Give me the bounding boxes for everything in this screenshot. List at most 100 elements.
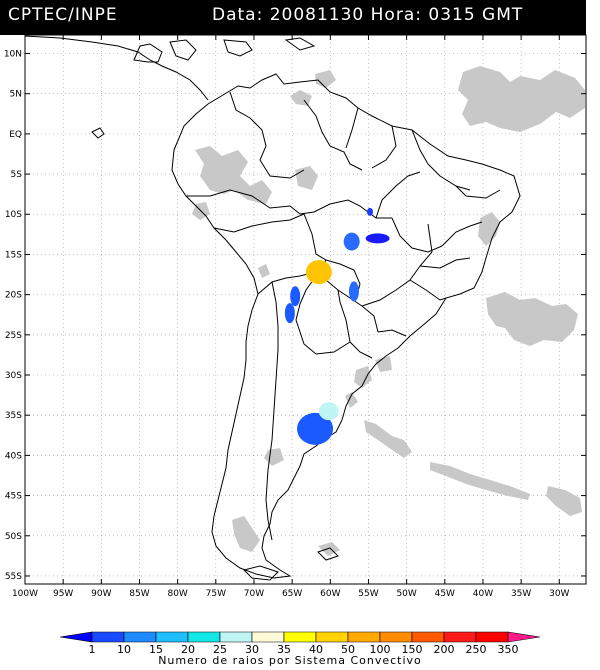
border — [411, 129, 429, 165]
header-org: CPTEC/INPE — [8, 5, 118, 25]
lat-label: 5S — [11, 170, 23, 180]
border — [377, 329, 407, 337]
border — [455, 185, 501, 199]
colorbar-segment — [219, 631, 253, 643]
colorbar-label: 25 — [213, 643, 227, 656]
border — [375, 171, 421, 219]
cloud-patch — [430, 462, 530, 500]
coastline — [133, 43, 163, 63]
border — [337, 289, 351, 343]
cloud-patch — [354, 366, 372, 388]
coastline — [284, 37, 316, 51]
coastline — [243, 565, 279, 581]
coastline — [24, 35, 209, 101]
lat-label: 55S — [5, 572, 22, 582]
lat-label: 10S — [5, 210, 22, 220]
cloud-patch — [478, 212, 500, 246]
border — [371, 125, 397, 169]
border — [303, 213, 361, 299]
colorbar-label: 350 — [498, 643, 519, 656]
colorbar-title: Numero de raios por Sistema Convectivo — [158, 654, 422, 667]
cloud-patch — [345, 392, 358, 408]
border — [345, 107, 359, 149]
colorbar-segment — [59, 631, 93, 643]
lat-label: 50S — [5, 532, 22, 542]
border — [303, 99, 363, 171]
colorbar-label: 50 — [341, 643, 355, 656]
colorbar-segment — [347, 631, 381, 643]
lon-label: 65W — [282, 589, 302, 599]
cloud-patch — [364, 420, 412, 458]
lon-label: 40W — [473, 589, 493, 599]
colorbar-segment — [475, 631, 509, 643]
lon-label: 70W — [244, 589, 264, 599]
cloud-patch — [258, 264, 270, 278]
colorbar-labels: 1 10 15 20 25 30 35 40 50 100 150 200 250 350 — [89, 643, 519, 656]
border — [229, 91, 305, 179]
colorbar-label: 30 — [245, 643, 259, 656]
lon-label: 50W — [396, 589, 416, 599]
lat-label: EQ — [9, 130, 22, 140]
convective-system — [297, 412, 334, 445]
lon-label: 90W — [91, 589, 111, 599]
lat-label: 5N — [10, 90, 22, 100]
convective-system — [290, 286, 301, 307]
border — [361, 251, 433, 307]
convective-system — [305, 260, 332, 285]
lon-label: 45W — [435, 589, 455, 599]
colorbar-label: 100 — [370, 643, 391, 656]
border — [265, 281, 279, 541]
border — [349, 341, 373, 359]
cloud-patch — [290, 90, 312, 106]
lat-label: 45S — [5, 492, 22, 502]
lat-label: 10N — [4, 49, 22, 59]
lat-label: 30S — [5, 371, 22, 381]
axis-ticks — [24, 35, 586, 584]
colorbar-label: 10 — [117, 643, 131, 656]
border — [419, 257, 471, 269]
convective-system — [366, 207, 373, 216]
lon-label: 60W — [320, 589, 340, 599]
map-frame — [24, 34, 587, 585]
convective-system — [343, 232, 360, 251]
colorbar-label: 20 — [181, 643, 195, 656]
lat-label: 25S — [5, 331, 22, 341]
cloud-patch — [486, 292, 578, 346]
colorbar-label: 1 — [89, 643, 96, 656]
colorbar-segment — [283, 631, 317, 643]
cloud-patch — [232, 516, 260, 552]
coastline — [317, 547, 339, 561]
colorbar — [59, 631, 541, 643]
colorbar-label: 35 — [277, 643, 291, 656]
colorbar-label: 150 — [402, 643, 423, 656]
coastline — [223, 39, 253, 57]
colorbar-segment — [443, 631, 477, 643]
convective-system — [348, 281, 359, 302]
colorbar-label: 15 — [149, 643, 163, 656]
border — [441, 221, 483, 247]
convective-system — [365, 233, 390, 244]
lat-label: 40S — [5, 451, 22, 461]
border — [213, 213, 305, 233]
cloud-patch — [315, 70, 336, 88]
lon-label: 85W — [129, 589, 149, 599]
lon-label: 35W — [511, 589, 531, 599]
longitude-labels: 100W 95W 90W 85W 80W 75W 70W 65W 60W 55W 50W 45W 40W… — [12, 589, 570, 599]
colorbar-segment — [123, 631, 157, 643]
border — [391, 217, 443, 253]
colorbar-segment — [507, 631, 541, 643]
border — [186, 189, 301, 215]
colorbar-label: 250 — [466, 643, 487, 656]
convective-systems — [284, 207, 390, 445]
convective-system — [284, 303, 295, 324]
lat-label: 20S — [5, 291, 22, 301]
lon-label: 80W — [167, 589, 187, 599]
header-bar: CPTEC/INPE Data: 20081130 Hora: 0315 GMT — [0, 0, 586, 35]
coastline — [91, 127, 105, 139]
colorbar-segment — [251, 631, 285, 643]
lon-label: 95W — [53, 589, 73, 599]
cloud-patch — [458, 66, 585, 132]
colorbar-segment — [411, 631, 445, 643]
border — [409, 279, 447, 301]
